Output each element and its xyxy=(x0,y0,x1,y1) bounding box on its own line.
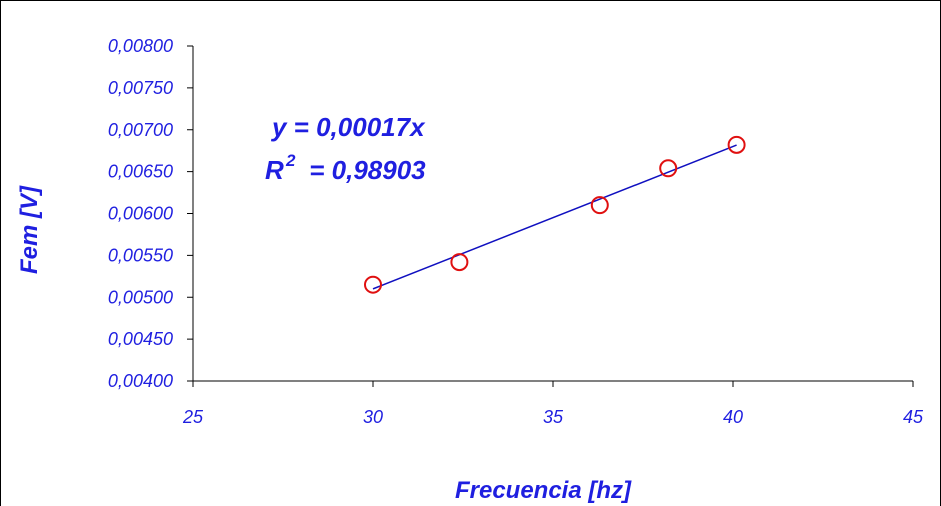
x-tick-label: 25 xyxy=(182,407,204,427)
y-axis-title: Fem [V] xyxy=(16,185,43,274)
data-point xyxy=(727,135,746,154)
y-tick-label: 0,00800 xyxy=(108,36,173,56)
y-axis-ticks: 0,00400 0,00450 0,00500 0,00550 0,00600 0,006… xyxy=(108,36,193,391)
data-point xyxy=(364,275,382,294)
x-axis-title: Frecuencia [hz] xyxy=(455,477,632,504)
data-point xyxy=(659,159,678,178)
y-tick-label: 0,00600 xyxy=(108,204,173,224)
axes xyxy=(192,46,913,382)
data-point xyxy=(450,253,469,272)
y-tick-label: 0,00400 xyxy=(108,371,173,391)
y-tick-label: 0,00550 xyxy=(108,245,173,265)
y-tick-label: 0,00500 xyxy=(108,287,173,307)
y-tick-label: 0,00650 xyxy=(108,162,173,182)
r-squared-value: = 0,98903 xyxy=(302,155,426,185)
y-tick-label: 0,00700 xyxy=(108,120,173,140)
y-tick-label: 0,00750 xyxy=(108,78,173,98)
x-tick-label: 40 xyxy=(723,407,743,427)
x-tick-label: 45 xyxy=(903,407,924,427)
equation-label: y = 0,00017x xyxy=(270,112,426,142)
r-squared-prefix: R xyxy=(265,155,284,185)
trendline xyxy=(372,144,737,290)
trendline-group xyxy=(372,144,737,290)
x-tick-label: 35 xyxy=(543,407,564,427)
x-tick-label: 30 xyxy=(363,407,383,427)
r-squared-label: R 2 = 0,98903 xyxy=(265,151,426,185)
x-axis-ticks: 25 30 35 40 45 xyxy=(182,381,924,427)
data-point xyxy=(590,196,609,215)
data-points xyxy=(364,135,746,294)
r-squared-superscript: 2 xyxy=(285,151,296,170)
y-tick-label: 0,00450 xyxy=(108,329,173,349)
